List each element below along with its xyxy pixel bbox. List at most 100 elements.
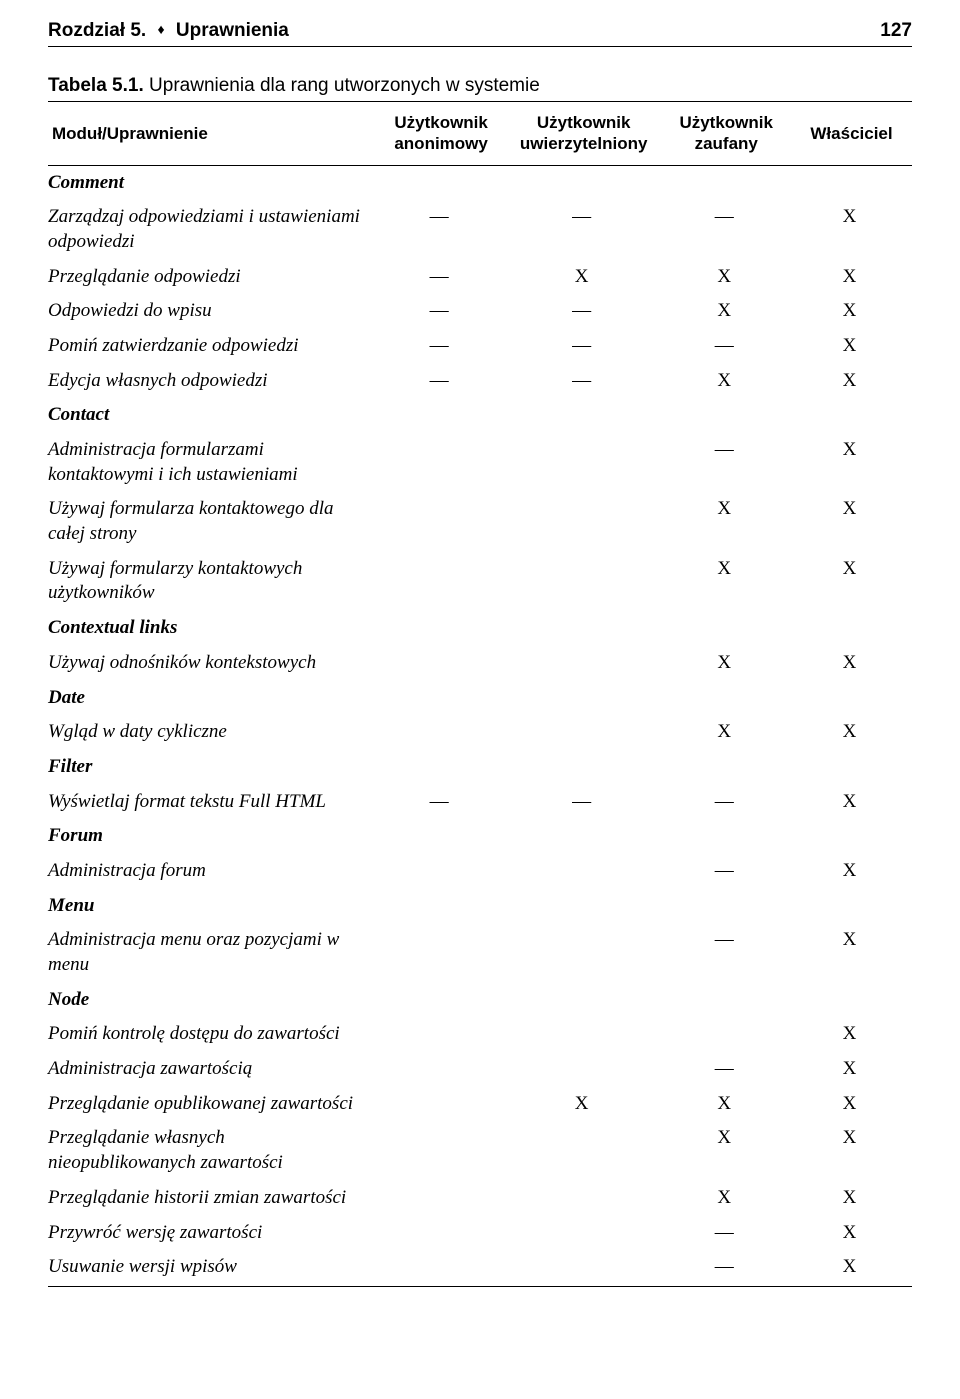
table-caption: Tabela 5.1. Uprawnienia dla rang utworzo…	[48, 75, 912, 97]
empty-cell	[376, 398, 506, 433]
permission-cell: X	[791, 785, 912, 820]
permission-cell	[376, 646, 506, 681]
permission-cell: X	[791, 1216, 912, 1251]
section-label: Node	[48, 983, 376, 1018]
table-section-row: Menu	[48, 889, 912, 924]
permission-cell: X	[791, 854, 912, 889]
permission-cell: —	[661, 854, 791, 889]
table-section-row: Contextual links	[48, 611, 912, 646]
permission-cell: —	[376, 329, 506, 364]
permission-cell	[506, 854, 662, 889]
empty-cell	[791, 165, 912, 200]
permission-cell: X	[791, 260, 912, 295]
empty-cell	[506, 398, 662, 433]
permission-cell	[376, 1216, 506, 1251]
table-row: Przeglądanie odpowiedzi—XXX	[48, 260, 912, 295]
permission-cell: X	[506, 1087, 662, 1122]
running-header: Rozdział 5. ♦ Uprawnienia 127	[48, 20, 912, 47]
permission-cell: —	[376, 785, 506, 820]
table-row: Wgląd w daty cykliczneXX	[48, 715, 912, 750]
empty-cell	[661, 983, 791, 1018]
empty-cell	[376, 165, 506, 200]
permission-label: Używaj formularzy kontaktowych użytkowni…	[48, 552, 376, 611]
permission-cell: —	[661, 923, 791, 982]
permission-label: Przeglądanie opublikowanej zawartości	[48, 1087, 376, 1122]
section-label: Comment	[48, 165, 376, 200]
chapter-label: Rozdział 5.	[48, 20, 146, 41]
permission-cell: —	[376, 260, 506, 295]
permission-cell: —	[661, 1250, 791, 1286]
permission-cell	[506, 433, 662, 492]
header-left: Rozdział 5. ♦ Uprawnienia	[48, 20, 289, 42]
permission-label: Administracja menu oraz pozycjami w menu	[48, 923, 376, 982]
empty-cell	[376, 681, 506, 716]
permission-cell: —	[506, 294, 662, 329]
diamond-separator: ♦	[157, 21, 164, 37]
permission-cell: X	[791, 646, 912, 681]
permission-cell	[506, 923, 662, 982]
section-label: Menu	[48, 889, 376, 924]
permission-cell: X	[661, 1121, 791, 1180]
permission-cell: X	[661, 260, 791, 295]
table-caption-text: Uprawnienia dla rang utworzonych w syste…	[149, 75, 540, 96]
section-label: Date	[48, 681, 376, 716]
permission-label: Przeglądanie własnych nieopublikowanych …	[48, 1121, 376, 1180]
permission-cell	[376, 1087, 506, 1122]
table-section-row: Forum	[48, 819, 912, 854]
empty-cell	[661, 398, 791, 433]
permission-cell: X	[661, 646, 791, 681]
table-row: Używaj formularza kontaktowego dla całej…	[48, 492, 912, 551]
permission-cell: —	[376, 200, 506, 259]
section-label: Contextual links	[48, 611, 376, 646]
permission-cell	[506, 552, 662, 611]
empty-cell	[506, 611, 662, 646]
permission-cell: X	[791, 1181, 912, 1216]
permission-cell	[506, 646, 662, 681]
empty-cell	[791, 681, 912, 716]
empty-cell	[791, 750, 912, 785]
permission-label: Odpowiedzi do wpisu	[48, 294, 376, 329]
permission-cell	[661, 1017, 791, 1052]
empty-cell	[791, 983, 912, 1018]
table-section-row: Comment	[48, 165, 912, 200]
permission-cell: —	[661, 1216, 791, 1251]
permission-cell: —	[506, 785, 662, 820]
page: Rozdział 5. ♦ Uprawnienia 127 Tabela 5.1…	[0, 0, 960, 1327]
permission-cell	[376, 1250, 506, 1286]
permission-cell	[506, 715, 662, 750]
permission-cell: X	[791, 715, 912, 750]
chapter-title: Uprawnienia	[176, 20, 289, 41]
permission-cell	[506, 1181, 662, 1216]
col-header-auth: Użytkownik uwierzytelniony	[506, 102, 662, 166]
permission-cell	[506, 1052, 662, 1087]
permission-cell: X	[661, 552, 791, 611]
col-header-trusted: Użytkownik zaufany	[661, 102, 791, 166]
permission-cell: X	[661, 1181, 791, 1216]
permission-label: Przeglądanie odpowiedzi	[48, 260, 376, 295]
permission-label: Zarządzaj odpowiedziami i ustawieniami o…	[48, 200, 376, 259]
permission-cell: —	[661, 433, 791, 492]
empty-cell	[376, 819, 506, 854]
permissions-table: Moduł/Uprawnienie Użytkownik anonimowy U…	[48, 101, 912, 1287]
col-header-anon: Użytkownik anonimowy	[376, 102, 506, 166]
empty-cell	[791, 819, 912, 854]
permission-label: Usuwanie wersji wpisów	[48, 1250, 376, 1286]
permission-label: Pomiń zatwierdzanie odpowiedzi	[48, 329, 376, 364]
permission-cell	[376, 1121, 506, 1180]
permission-cell	[376, 492, 506, 551]
permission-label: Administracja zawartością	[48, 1052, 376, 1087]
table-body: CommentZarządzaj odpowiedziami i ustawie…	[48, 165, 912, 1286]
permission-cell	[376, 854, 506, 889]
empty-cell	[506, 819, 662, 854]
section-label: Contact	[48, 398, 376, 433]
permission-cell	[376, 923, 506, 982]
empty-cell	[661, 750, 791, 785]
permission-label: Wyświetlaj format tekstu Full HTML	[48, 785, 376, 820]
permission-cell: —	[661, 1052, 791, 1087]
empty-cell	[376, 983, 506, 1018]
permission-cell	[506, 492, 662, 551]
table-row: Używaj formularzy kontaktowych użytkowni…	[48, 552, 912, 611]
permission-cell: —	[376, 294, 506, 329]
empty-cell	[506, 681, 662, 716]
table-row: Edycja własnych odpowiedzi——XX	[48, 364, 912, 399]
